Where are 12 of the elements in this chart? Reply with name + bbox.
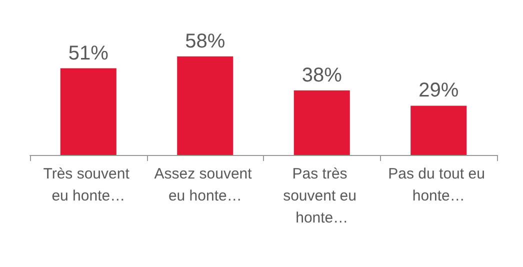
x-tick-label: Pas du tout eu honte… xyxy=(388,166,490,204)
x-tick-label: Pas très souvent eu honte… xyxy=(283,166,361,226)
data-label: 38% xyxy=(302,64,342,86)
bar xyxy=(410,106,467,155)
bar xyxy=(294,90,350,155)
data-label: 29% xyxy=(418,80,459,102)
data-label: 51% xyxy=(68,42,109,64)
bar xyxy=(177,56,234,155)
data-label: 58% xyxy=(185,30,226,52)
x-tick-label: Très souvent eu honte… xyxy=(43,166,134,204)
bar xyxy=(60,68,116,155)
x-tick-label: Assez souvent eu honte… xyxy=(154,166,256,204)
